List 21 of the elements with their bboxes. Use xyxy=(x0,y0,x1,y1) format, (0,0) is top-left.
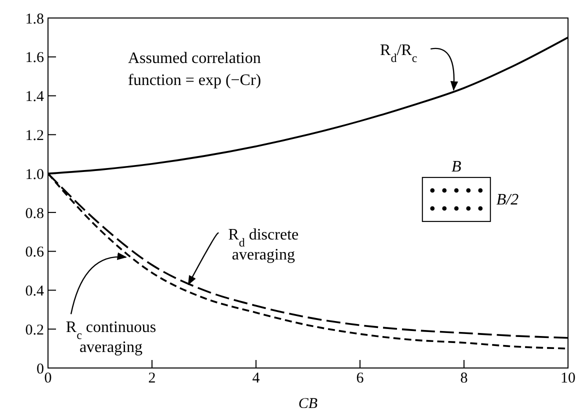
annotation: B xyxy=(452,158,462,176)
y-tick-label: 1.6 xyxy=(25,50,44,66)
x-tick-label: 4 xyxy=(252,370,260,387)
y-tick-label: 1.2 xyxy=(25,128,44,144)
annotation: R$_{d}$/R$_{c}$ xyxy=(380,42,418,65)
annotation: B/2 xyxy=(496,191,519,208)
annotation: R$_{d}$ discrete averaging xyxy=(228,226,299,264)
y-tick-label: 0.2 xyxy=(25,322,44,338)
y-tick-label: 0.6 xyxy=(25,244,44,261)
x-tick-label: 8 xyxy=(460,370,468,387)
y-tick-label: 0.8 xyxy=(25,206,44,222)
y-tick-label: 1.4 xyxy=(25,89,44,106)
annotation: R$_{c}$ continuous averaging xyxy=(66,319,156,356)
x-axis-title: CB xyxy=(298,396,318,412)
annotation: Assumed correlation function = exp (−Cr) xyxy=(128,50,262,89)
y-tick-label: 1.0 xyxy=(25,166,44,183)
y-tick-label: 0.4 xyxy=(25,284,44,300)
y-tick-label: 1.8 xyxy=(25,11,44,28)
x-tick-label: 10 xyxy=(560,370,576,387)
x-tick-label: 2 xyxy=(148,370,156,387)
x-tick-label: 6 xyxy=(356,370,364,387)
